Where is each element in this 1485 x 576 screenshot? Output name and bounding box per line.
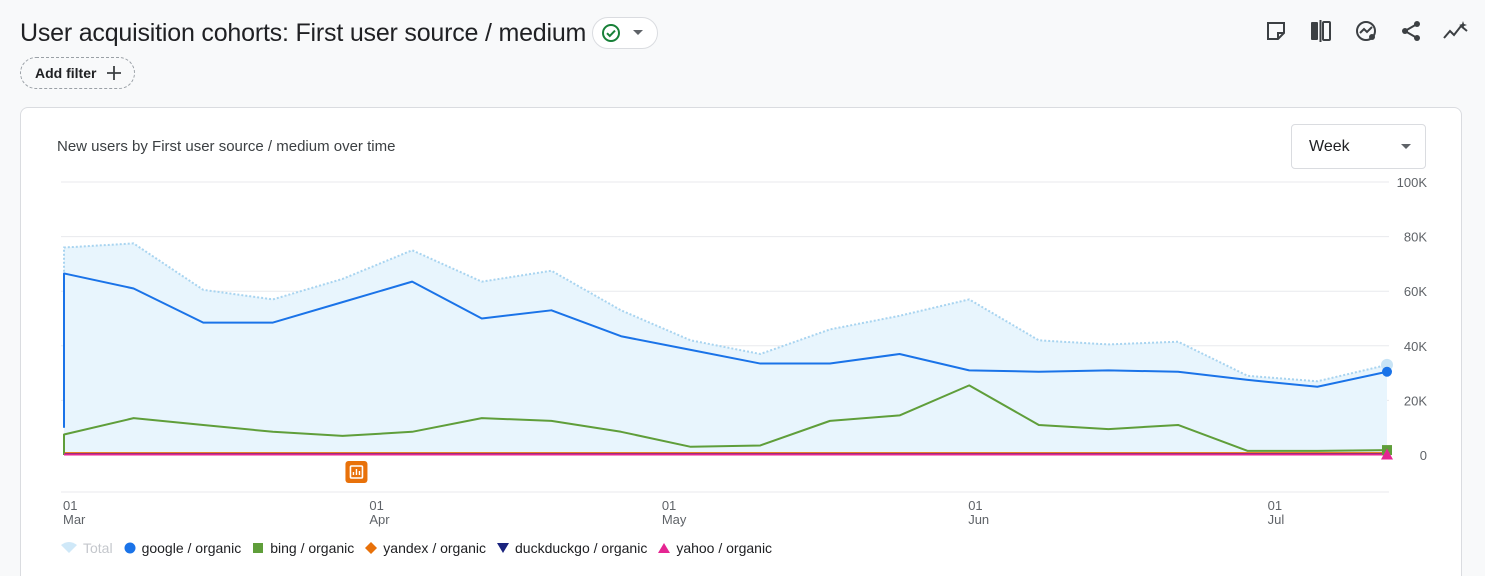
- y-tick-label: 60K: [1404, 284, 1427, 299]
- x-tick-month: Jul: [1268, 512, 1285, 527]
- x-tick-month: Jun: [968, 512, 989, 527]
- chevron-down-icon: [633, 30, 644, 35]
- legend-item-duckduckgo[interactable]: duckduckgo / organic: [497, 540, 647, 556]
- legend-label: yandex / organic: [383, 540, 487, 556]
- legend-item-bing[interactable]: bing / organic: [252, 540, 354, 556]
- legend-label: yahoo / organic: [676, 540, 773, 556]
- x-tick-month: May: [662, 512, 687, 527]
- chart-title: New users by First user source / medium …: [57, 138, 396, 155]
- bing-series-line: [63, 384, 1388, 455]
- yahoo-end-marker: [1381, 448, 1393, 460]
- period-select[interactable]: Week: [1291, 124, 1426, 169]
- plus-icon: [107, 66, 122, 80]
- legend-marker-total-icon: [61, 542, 77, 554]
- annotation-icon-bars: [352, 469, 361, 475]
- insights-icon[interactable]: [1348, 16, 1383, 46]
- legend-label: duckduckgo / organic: [515, 540, 648, 556]
- chevron-down-icon: [1401, 143, 1411, 149]
- compare-icon[interactable]: [1303, 16, 1338, 46]
- legend-item-google[interactable]: google / organic: [124, 540, 242, 556]
- google-series-line: [63, 272, 1388, 428]
- x-tick-month: Mar: [63, 512, 86, 527]
- chart-card: New users by First user source / medium …: [20, 107, 1462, 576]
- report-toolbar: [1258, 16, 1473, 46]
- line-chart: 020K40K60K80K100K01Mar01Apr01May01Jun01J…: [61, 175, 1428, 527]
- x-tick-month: Apr: [369, 512, 390, 527]
- legend-item-total[interactable]: Total: [61, 540, 113, 556]
- y-tick-label: 0: [1420, 448, 1427, 463]
- add-filter-button[interactable]: Add filter: [20, 57, 136, 89]
- x-tick-day: 01: [63, 498, 77, 513]
- y-tick-label: 80K: [1404, 230, 1427, 245]
- anomaly-icon[interactable]: [1438, 16, 1473, 46]
- share-icon[interactable]: [1393, 16, 1428, 46]
- x-tick-day: 01: [662, 498, 676, 513]
- legend-marker-square-icon: [252, 542, 264, 554]
- report-status-chip[interactable]: [592, 17, 659, 49]
- legend-item-yahoo[interactable]: yahoo / organic: [658, 540, 772, 556]
- legend-label: bing / organic: [270, 540, 355, 556]
- google-end-marker: [1382, 366, 1392, 377]
- total-line: [63, 242, 1388, 428]
- x-tick-day: 01: [1268, 498, 1282, 513]
- title-row: User acquisition cohorts: First user sou…: [20, 14, 659, 52]
- page-title: User acquisition cohorts: First user sou…: [20, 18, 587, 47]
- note-icon[interactable]: [1258, 16, 1293, 46]
- legend-marker-circle-icon: [124, 542, 136, 554]
- y-tick-label: 100K: [1397, 175, 1428, 190]
- annotation-icon: [349, 465, 364, 479]
- legend-marker-triangle-down-icon: [497, 542, 510, 554]
- x-tick-day: 01: [968, 498, 982, 513]
- y-tick-label: 40K: [1404, 339, 1427, 354]
- add-filter-label: Add filter: [35, 65, 97, 81]
- y-tick-label: 20K: [1404, 393, 1427, 408]
- total-area: [64, 243, 1387, 455]
- legend-marker-diamond-icon: [365, 542, 378, 554]
- x-tick-day: 01: [369, 498, 383, 513]
- legend-label: Total: [83, 540, 113, 556]
- legend-item-yandex[interactable]: yandex / organic: [365, 540, 486, 556]
- chart-legend: Total google / organic bing / organic yande…: [61, 540, 783, 556]
- period-select-value: Week: [1309, 137, 1350, 155]
- legend-label: google / organic: [141, 540, 242, 556]
- legend-marker-triangle-up-icon: [658, 542, 671, 554]
- check-circle-icon: [602, 24, 621, 42]
